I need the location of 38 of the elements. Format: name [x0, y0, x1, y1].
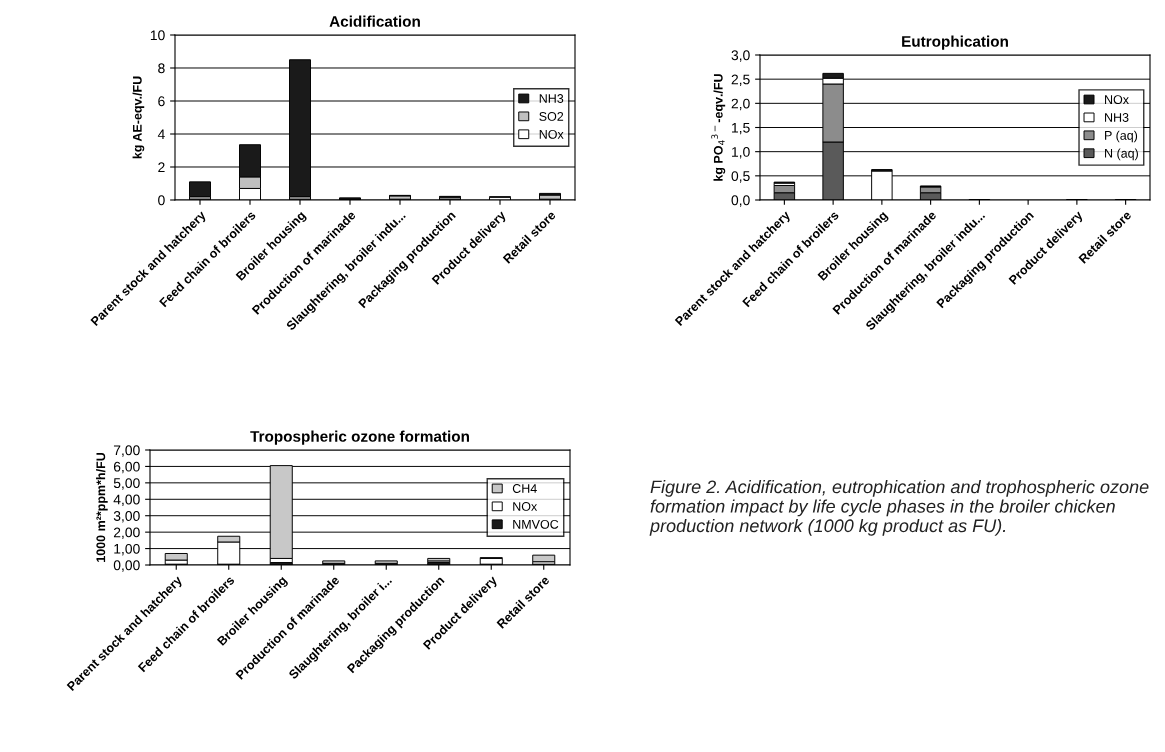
chart-title: Tropospheric ozone formation — [250, 430, 469, 445]
y-tick-label: 3,00 — [113, 511, 140, 523]
y-tick-label: 0,00 — [113, 560, 140, 572]
chart-title: Eutrophication — [902, 35, 1008, 50]
y-tick-label: 0,0 — [731, 195, 750, 207]
y-tick-label: 7,00 — [113, 445, 140, 457]
y-tick-label: 1,5 — [732, 122, 750, 135]
y-tick-label: 0,5 — [731, 171, 750, 183]
legend-label: NOx — [513, 502, 538, 511]
y-axis-title: kg PO$_{4}$$^{3−}$-eqv./FU — [711, 74, 726, 181]
legend-label: NMVOC — [513, 519, 559, 529]
legend-label: NH3 — [539, 94, 564, 103]
y-tick-label: 8 — [158, 63, 165, 74]
legend-label: P (aq) — [1105, 130, 1138, 143]
legend-label: NOx — [539, 129, 564, 139]
y-tick-label: 1,00 — [114, 543, 140, 556]
legend-label: SO2 — [539, 112, 564, 121]
y-tick-label: 5,00 — [113, 478, 140, 490]
y-tick-label: 2,0 — [731, 98, 750, 111]
legend-label: NH3 — [1105, 113, 1129, 122]
legend-label: NOx — [1105, 95, 1129, 104]
y-axis-title: kg AE-eqv./FU — [132, 76, 145, 159]
y-tick-label: 4,00 — [113, 494, 140, 507]
y-tick-label: 2 — [158, 162, 165, 173]
caption: Figure 2. Acidification, eutrophication and trophospheric ozone formation impact by life cycle phases in the broiler chicken production network (1000 kg product as FU). — [649, 480, 1149, 536]
y-tick-label: 1,0 — [732, 147, 750, 159]
y-tick-label: 2,00 — [113, 527, 140, 539]
legend-label: CH4 — [512, 484, 537, 493]
y-tick-label: 10 — [150, 30, 165, 41]
legend-label: N (aq) — [1105, 148, 1138, 161]
y-tick-label: 4 — [157, 129, 165, 140]
y-tick-label: 2,5 — [731, 74, 750, 86]
y-tick-label: 6,00 — [113, 461, 140, 474]
y-axis-title: 1000 m²*ppm*h/FU — [96, 453, 108, 562]
chart-title: Acidification — [329, 15, 420, 27]
y-tick-label: 6 — [158, 96, 165, 107]
y-tick-label: 0 — [158, 195, 165, 206]
y-tick-label: 3,0 — [731, 50, 750, 62]
